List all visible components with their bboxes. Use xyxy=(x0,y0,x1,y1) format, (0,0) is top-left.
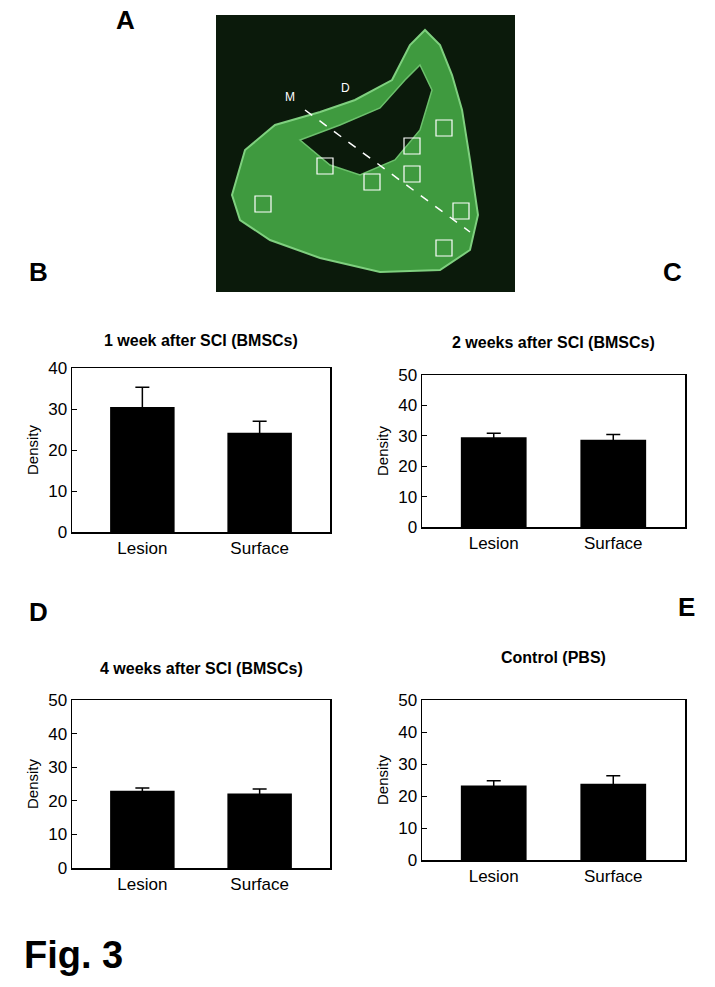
svg-text:4 weeks after SCI (BMSCs): 4 weeks after SCI (BMSCs) xyxy=(100,660,303,677)
svg-text:10: 10 xyxy=(48,482,67,501)
svg-text:10: 10 xyxy=(398,488,417,507)
svg-text:Surface: Surface xyxy=(230,539,289,558)
svg-text:Lesion: Lesion xyxy=(117,875,167,894)
svg-text:20: 20 xyxy=(398,787,417,806)
svg-text:Surface: Surface xyxy=(584,534,643,553)
svg-text:40: 40 xyxy=(398,723,417,742)
svg-text:Lesion: Lesion xyxy=(117,539,167,558)
svg-text:20: 20 xyxy=(48,792,67,811)
svg-text:40: 40 xyxy=(48,359,67,378)
svg-text:Lesion: Lesion xyxy=(469,534,519,553)
svg-text:D: D xyxy=(29,597,48,627)
svg-text:Lesion: Lesion xyxy=(469,867,519,886)
svg-text:2 weeks after SCI (BMSCs): 2 weeks after SCI (BMSCs) xyxy=(452,334,655,351)
svg-text:40: 40 xyxy=(48,725,67,744)
svg-text:D: D xyxy=(341,81,350,95)
svg-text:Density: Density xyxy=(24,424,41,475)
svg-text:50: 50 xyxy=(398,691,417,710)
svg-text:30: 30 xyxy=(398,427,417,446)
svg-text:50: 50 xyxy=(398,366,417,385)
svg-text:M: M xyxy=(285,90,295,104)
svg-text:Density: Density xyxy=(24,758,41,809)
svg-text:Density: Density xyxy=(374,754,391,805)
svg-text:10: 10 xyxy=(398,819,417,838)
svg-text:30: 30 xyxy=(48,400,67,419)
svg-text:Surface: Surface xyxy=(230,875,289,894)
svg-text:0: 0 xyxy=(408,518,417,537)
svg-text:1 week after SCI (BMSCs): 1 week after SCI (BMSCs) xyxy=(104,332,298,349)
svg-text:0: 0 xyxy=(408,851,417,870)
svg-text:A: A xyxy=(116,5,135,35)
svg-text:20: 20 xyxy=(48,441,67,460)
svg-text:30: 30 xyxy=(398,755,417,774)
svg-text:30: 30 xyxy=(48,758,67,777)
svg-text:0: 0 xyxy=(58,859,67,878)
svg-text:C: C xyxy=(663,257,682,287)
svg-text:B: B xyxy=(29,257,48,287)
svg-text:10: 10 xyxy=(48,825,67,844)
svg-text:Density: Density xyxy=(374,425,391,476)
svg-text:Control (PBS): Control (PBS) xyxy=(501,649,606,666)
svg-text:E: E xyxy=(678,592,695,622)
svg-text:50: 50 xyxy=(48,691,67,710)
svg-text:20: 20 xyxy=(398,457,417,476)
svg-text:Fig. 3: Fig. 3 xyxy=(24,934,123,976)
svg-text:40: 40 xyxy=(398,396,417,415)
svg-text:0: 0 xyxy=(58,523,67,542)
svg-text:Surface: Surface xyxy=(584,867,643,886)
